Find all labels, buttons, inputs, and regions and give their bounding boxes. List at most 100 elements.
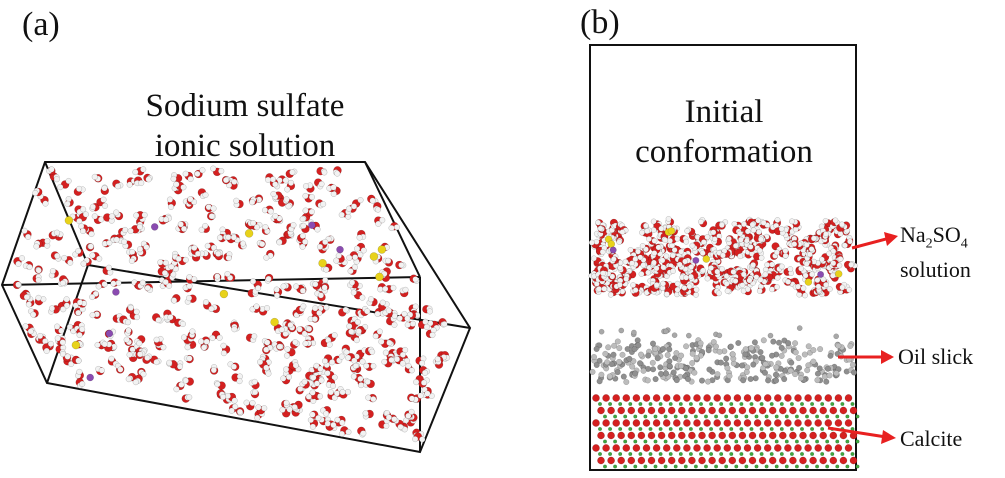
calcite-oxygen-atom xyxy=(688,431,696,440)
hydrogen-atom xyxy=(167,203,175,210)
oil-atom xyxy=(788,359,795,366)
hydrogen-atom xyxy=(688,264,695,270)
sulfur-atom xyxy=(64,216,74,225)
calcium-atom xyxy=(734,464,739,469)
oil-atom xyxy=(605,344,612,351)
hydrogen-atom xyxy=(398,262,405,269)
hydrogen-atom xyxy=(382,349,389,356)
panel-b-title: Initial conformation xyxy=(592,92,856,172)
hydrogen-atom xyxy=(214,381,221,388)
sulfur-atom xyxy=(834,270,843,278)
hydrogen-atom xyxy=(133,212,140,219)
calcite-oxygen-atom xyxy=(647,431,656,440)
calcium-atom xyxy=(804,439,810,444)
hydrogen-atom xyxy=(655,244,662,251)
hydrogen-atom xyxy=(18,255,26,262)
hydrogen-atom xyxy=(719,252,726,259)
hydrogen-atom xyxy=(391,321,398,328)
hydrogen-atom xyxy=(308,208,315,215)
hydrogen-atom xyxy=(225,254,232,262)
oil-atom xyxy=(671,332,678,339)
formula-na: Na xyxy=(900,222,926,247)
hydrogen-atom xyxy=(393,356,401,363)
sulfur-atom xyxy=(607,240,616,248)
hydrogen-atom xyxy=(412,436,419,443)
hydrogen-atom xyxy=(63,296,70,303)
oil-atom xyxy=(614,338,621,345)
hydrogen-atom xyxy=(186,295,193,302)
hydrogen-atom xyxy=(232,403,239,410)
calcite-oxygen-atom xyxy=(622,394,631,402)
hydrogen-atom xyxy=(88,230,95,238)
hydrogen-atom xyxy=(404,315,411,322)
hydrogen-atom xyxy=(253,303,260,310)
hydrogen-atom xyxy=(421,369,429,376)
hydrogen-atom xyxy=(610,256,617,263)
calcite-oxygen-atom xyxy=(753,394,762,402)
hydrogen-atom xyxy=(316,393,324,400)
hydrogen-atom xyxy=(385,414,392,421)
hydrogen-atom xyxy=(255,284,262,292)
calcite-oxygen-atom xyxy=(738,431,747,440)
hydrogen-atom xyxy=(53,229,61,236)
oil-atom xyxy=(666,362,673,370)
oil-atom xyxy=(778,344,785,351)
hydrogen-atom xyxy=(809,271,815,278)
hydrogen-atom xyxy=(376,328,383,335)
hydrogen-atom xyxy=(755,229,762,236)
calcium-atom xyxy=(769,451,774,457)
hydrogen-atom xyxy=(250,220,257,227)
oil-atom xyxy=(589,368,596,375)
hydrogen-atom xyxy=(283,196,290,203)
hydrogen-atom xyxy=(153,359,160,366)
calcite-layer xyxy=(592,394,860,469)
hydrogen-atom xyxy=(26,263,33,271)
hydrogen-atom xyxy=(139,279,146,286)
sodium-atom xyxy=(86,373,94,382)
calcite-oxygen-atom xyxy=(844,394,853,402)
oil-atom xyxy=(712,343,720,350)
calcium-atom xyxy=(749,451,754,457)
hydrogen-atom xyxy=(659,257,666,264)
calcite-oxygen-atom xyxy=(662,419,671,427)
oil-atom xyxy=(850,369,858,376)
hydrogen-atom xyxy=(198,338,205,345)
oil-atom xyxy=(796,325,803,331)
calcium-atom xyxy=(693,439,698,444)
hydrogen-atom xyxy=(778,263,785,270)
hydrogen-atom xyxy=(32,190,39,197)
hydrogen-atom xyxy=(225,234,232,241)
hydrogen-atom xyxy=(327,389,334,396)
hydrogen-atom xyxy=(144,284,151,292)
calcium-atom xyxy=(739,451,744,457)
hydrogen-atom xyxy=(787,266,794,273)
hydrogen-atom xyxy=(822,231,829,238)
hydrogen-atom xyxy=(57,184,64,191)
calcium-atom xyxy=(820,401,825,407)
calcium-atom xyxy=(648,401,653,407)
oil-atom xyxy=(768,352,776,359)
calcite-oxygen-atom xyxy=(708,431,716,440)
hydrogen-atom xyxy=(762,271,769,278)
calcium-atom xyxy=(729,451,734,457)
hydrogen-atom xyxy=(35,294,42,301)
box-a-edge xyxy=(1,276,421,286)
calcite-oxygen-atom xyxy=(672,444,681,452)
hydrogen-atom xyxy=(308,194,315,201)
calcite-oxygen-atom xyxy=(794,444,802,452)
calcite-oxygen-atom xyxy=(728,456,737,465)
hydrogen-atom xyxy=(345,354,352,361)
calcite-oxygen-atom xyxy=(683,444,691,452)
calcite-oxygen-atom xyxy=(657,431,666,440)
calcite-oxygen-atom xyxy=(607,431,615,440)
hydrogen-atom xyxy=(186,394,193,401)
calcium-atom xyxy=(774,464,779,469)
hydrogen-atom xyxy=(254,414,261,421)
hydrogen-atom xyxy=(299,287,306,294)
calcium-atom xyxy=(693,464,698,469)
hydrogen-atom xyxy=(350,373,357,380)
hydrogen-atom xyxy=(588,239,595,246)
hydrogen-atom xyxy=(216,334,223,341)
oil-atom xyxy=(742,346,749,353)
hydrogen-atom xyxy=(141,211,148,219)
